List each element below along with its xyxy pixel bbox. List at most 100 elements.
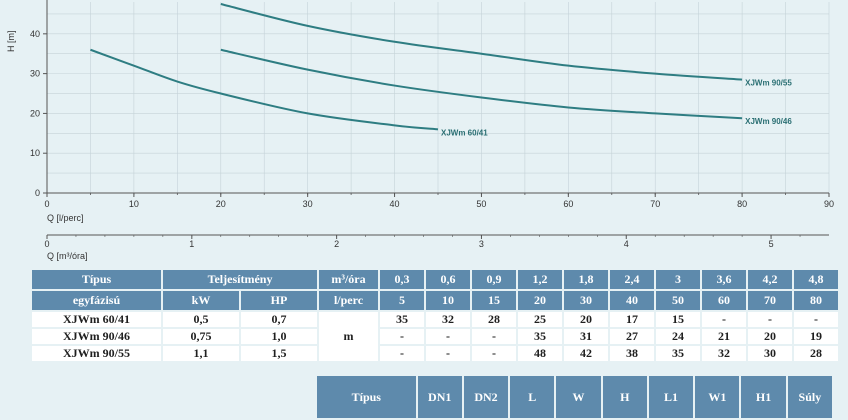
chart-axes: 0 10 20 30 40 50 60 70 80 90 0 10 20 30 40 0 1 2 3 4 5 bbox=[30, 0, 834, 249]
flow-m3h: 3,6 bbox=[702, 270, 747, 289]
flow-m3h: 2,4 bbox=[610, 270, 655, 289]
x-tick-label: 0 bbox=[44, 199, 49, 209]
flow-lperc: 30 bbox=[564, 291, 609, 310]
flow-lperc: 60 bbox=[702, 291, 747, 310]
col-kw: kW bbox=[163, 291, 239, 310]
curve-label: XJWm 60/41 bbox=[441, 128, 488, 137]
head-value: 20 bbox=[564, 312, 609, 327]
head-value: 24 bbox=[656, 329, 701, 344]
x-tick-label: 10 bbox=[129, 199, 139, 209]
curve-label: XJWm 90/55 bbox=[745, 79, 792, 88]
performance-table: Típus Teljesítmény m³/óra 0,3 0,6 0,9 1,… bbox=[30, 268, 840, 363]
head-unit: m bbox=[319, 312, 379, 361]
dims-col-type: Típus bbox=[317, 376, 416, 418]
head-value: 30 bbox=[748, 346, 793, 361]
head-value: 32 bbox=[702, 346, 747, 361]
flow-m3h: 4,2 bbox=[748, 270, 793, 289]
flow-m3h: 4,8 bbox=[794, 270, 839, 289]
flow-m3h: 1,2 bbox=[518, 270, 563, 289]
head-value: 28 bbox=[794, 346, 839, 361]
flow-m3h: 0,3 bbox=[380, 270, 425, 289]
flow-m3h: 0,9 bbox=[472, 270, 517, 289]
head-value: 28 bbox=[472, 312, 517, 327]
col-unit-m3h: m³/óra bbox=[319, 270, 379, 289]
flow-lperc: 80 bbox=[794, 291, 839, 310]
curve-xjwm-90-46 bbox=[220, 48, 743, 120]
flow-lperc: 40 bbox=[610, 291, 655, 310]
model-name: XJWm 90/46 bbox=[32, 329, 161, 344]
y-tick-label: 10 bbox=[30, 148, 40, 158]
head-value: 35 bbox=[518, 329, 563, 344]
dims-col: W bbox=[556, 376, 601, 418]
y-axis-label: H [m] bbox=[6, 31, 16, 53]
head-value: 31 bbox=[564, 329, 609, 344]
col-type-sub: egyfázisú bbox=[32, 291, 161, 310]
flow-lperc: 10 bbox=[426, 291, 471, 310]
table-row: XJWm 60/41 0,5 0,7 m 35 32 28 25 20 17 1… bbox=[32, 312, 839, 361]
head-value: 35 bbox=[380, 312, 425, 327]
dims-header-row: Típus DN1 DN2 L W H L1 W1 H1 Súly bbox=[317, 376, 832, 418]
head-value: - bbox=[472, 329, 517, 344]
dims-col: DN1 bbox=[417, 376, 462, 418]
power-hp: 0,7 bbox=[241, 312, 318, 327]
x2-tick-label: 2 bbox=[334, 239, 339, 249]
x-tick-label: 90 bbox=[824, 199, 834, 209]
head-value: 38 bbox=[610, 346, 655, 361]
x-tick-label: 50 bbox=[476, 199, 486, 209]
head-value: 25 bbox=[518, 312, 563, 327]
pump-curve-chart: 0 10 20 30 40 50 60 70 80 90 0 10 20 30 40 0 1 2 3 4 5 XJWm … bbox=[6, 0, 834, 261]
col-hp: HP bbox=[241, 291, 318, 310]
head-value: 35 bbox=[656, 346, 701, 361]
head-value: 19 bbox=[794, 329, 839, 344]
col-type: Típus bbox=[32, 270, 161, 289]
model-name: XJWm 90/55 bbox=[32, 346, 161, 361]
head-value: 20 bbox=[748, 329, 793, 344]
x-tick-label: 80 bbox=[737, 199, 747, 209]
dims-col: DN2 bbox=[463, 376, 509, 418]
x-tick-label: 70 bbox=[650, 199, 660, 209]
head-value: - bbox=[794, 312, 839, 327]
dims-col: H1 bbox=[741, 376, 786, 418]
curve-label: XJWm 90/46 bbox=[745, 117, 792, 126]
head-value: 42 bbox=[564, 346, 609, 361]
head-value: 32 bbox=[426, 312, 471, 327]
head-value: 17 bbox=[610, 312, 655, 327]
power-kw: 1,1 bbox=[163, 346, 239, 361]
dims-col: W1 bbox=[695, 376, 740, 418]
header-row-2: egyfázisú kW HP l/perc 5 10 15 20 30 40 … bbox=[32, 291, 839, 310]
model-name: XJWm 60/41 bbox=[32, 312, 161, 327]
head-value: - bbox=[748, 312, 793, 327]
y-tick-label: 40 bbox=[30, 29, 40, 39]
flow-m3h: 0,6 bbox=[426, 270, 471, 289]
x-axis-label-m3h: Q [m³/óra] bbox=[47, 251, 88, 261]
x2-tick-label: 3 bbox=[479, 239, 484, 249]
power-hp: 1,5 bbox=[241, 346, 318, 361]
x2-tick-label: 1 bbox=[189, 239, 194, 249]
x2-tick-label: 0 bbox=[44, 239, 49, 249]
head-value: - bbox=[472, 346, 517, 361]
y-tick-label: 30 bbox=[30, 69, 40, 79]
flow-m3h: 1,8 bbox=[564, 270, 609, 289]
flow-lperc: 15 bbox=[472, 291, 517, 310]
x-tick-label: 30 bbox=[303, 199, 313, 209]
curve-labels: XJWm 60/41 XJWm 90/46 XJWm 90/55 bbox=[441, 79, 792, 138]
power-hp: 1,0 bbox=[241, 329, 318, 344]
head-value: - bbox=[702, 312, 747, 327]
flow-m3h: 3 bbox=[656, 270, 701, 289]
head-value: 15 bbox=[656, 312, 701, 327]
head-value: - bbox=[380, 346, 425, 361]
flow-lperc: 20 bbox=[518, 291, 563, 310]
dims-col: H bbox=[602, 376, 647, 418]
performance-curves bbox=[90, 3, 743, 131]
head-value: 27 bbox=[610, 329, 655, 344]
dims-col: Súly bbox=[787, 376, 832, 418]
power-kw: 0,5 bbox=[163, 312, 239, 327]
y-tick-label: 20 bbox=[30, 108, 40, 118]
flow-lperc: 70 bbox=[748, 291, 793, 310]
head-value: - bbox=[426, 329, 471, 344]
x2-tick-label: 4 bbox=[624, 239, 629, 249]
dimensions-table: Típus DN1 DN2 L W H L1 W1 H1 Súly bbox=[315, 374, 834, 420]
curve-xjwm-60-41 bbox=[90, 48, 439, 131]
x-tick-label: 60 bbox=[563, 199, 573, 209]
curve-xjwm-90-55 bbox=[220, 3, 743, 81]
